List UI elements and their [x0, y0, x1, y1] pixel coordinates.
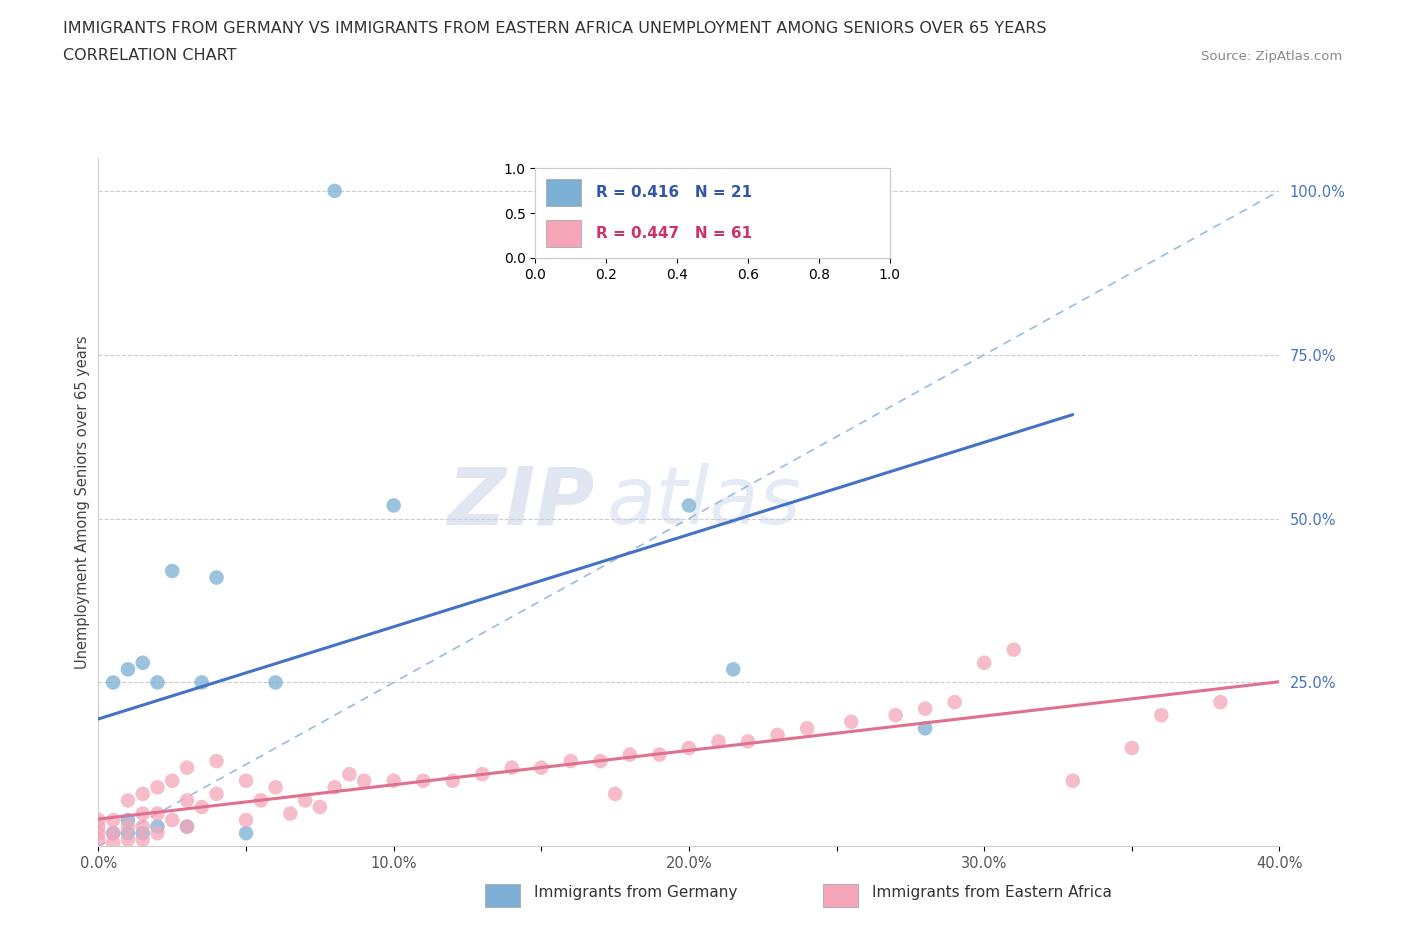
Point — [87, 819, 110, 834]
Point — [678, 740, 700, 755]
Text: Source: ZipAtlas.com: Source: ZipAtlas.com — [1202, 50, 1343, 63]
Bar — [546, 179, 582, 206]
Text: IMMIGRANTS FROM GERMANY VS IMMIGRANTS FROM EASTERN AFRICA UNEMPLOYMENT AMONG SEN: IMMIGRANTS FROM GERMANY VS IMMIGRANTS FR… — [63, 20, 1047, 35]
Point — [264, 675, 287, 690]
Point — [353, 774, 375, 789]
Text: atlas: atlas — [606, 463, 801, 541]
Point — [382, 498, 405, 513]
Point — [943, 695, 966, 710]
Point — [235, 774, 257, 789]
Point — [103, 675, 125, 690]
Text: Immigrants from Germany: Immigrants from Germany — [534, 885, 738, 900]
Point — [323, 780, 346, 795]
Point — [176, 793, 198, 808]
Point — [205, 753, 228, 768]
Point — [103, 826, 125, 841]
Point — [132, 832, 155, 847]
Text: R = 0.447   N = 61: R = 0.447 N = 61 — [596, 226, 752, 241]
Point — [162, 564, 183, 578]
Point — [707, 734, 730, 749]
Point — [146, 819, 169, 834]
Text: R = 0.416   N = 21: R = 0.416 N = 21 — [596, 185, 752, 200]
Text: Immigrants from Eastern Africa: Immigrants from Eastern Africa — [872, 885, 1112, 900]
Point — [501, 760, 523, 775]
Point — [103, 835, 125, 850]
Point — [914, 721, 936, 736]
Point — [132, 819, 155, 834]
Point — [841, 714, 863, 729]
Point — [176, 760, 198, 775]
Point — [250, 793, 273, 808]
Point — [132, 826, 155, 841]
Point — [264, 780, 287, 795]
Point — [884, 708, 907, 723]
Point — [737, 734, 759, 749]
Point — [294, 793, 316, 808]
Point — [382, 774, 405, 789]
Y-axis label: Unemployment Among Seniors over 65 years: Unemployment Among Seniors over 65 years — [75, 336, 90, 669]
Point — [117, 793, 139, 808]
Bar — [546, 220, 582, 247]
Point — [619, 747, 641, 762]
Point — [605, 183, 627, 198]
Point — [1002, 643, 1025, 658]
Point — [339, 766, 360, 781]
Point — [146, 780, 169, 795]
Point — [176, 819, 198, 834]
Point — [146, 806, 169, 821]
Point — [278, 806, 302, 821]
Point — [117, 813, 139, 828]
Point — [235, 813, 257, 828]
Point — [796, 721, 818, 736]
Point — [560, 753, 582, 768]
Point — [1121, 740, 1143, 755]
Point — [412, 774, 434, 789]
Point — [176, 819, 198, 834]
Point — [766, 727, 789, 742]
Point — [117, 832, 139, 847]
Point — [146, 826, 169, 841]
Point — [117, 662, 139, 677]
Point — [87, 826, 110, 841]
Point — [132, 787, 155, 802]
Point — [235, 826, 257, 841]
Point — [87, 832, 110, 847]
Point — [132, 806, 155, 821]
Text: ZIP: ZIP — [447, 463, 595, 541]
Text: CORRELATION CHART: CORRELATION CHART — [63, 48, 236, 63]
Point — [132, 656, 155, 671]
Point — [103, 826, 125, 841]
Point — [605, 787, 627, 802]
Point — [1062, 774, 1084, 789]
Point — [973, 656, 995, 671]
Point — [162, 774, 183, 789]
Point — [723, 662, 745, 677]
Point — [530, 760, 553, 775]
Point — [162, 813, 183, 828]
Point — [117, 819, 139, 834]
Point — [191, 800, 214, 815]
Point — [117, 826, 139, 841]
Point — [323, 183, 346, 198]
Point — [648, 747, 671, 762]
Point — [914, 701, 936, 716]
Point — [471, 766, 494, 781]
Point — [678, 498, 700, 513]
Point — [87, 813, 110, 828]
Point — [205, 570, 228, 585]
Point — [205, 787, 228, 802]
Point — [146, 675, 169, 690]
Point — [589, 753, 612, 768]
Point — [103, 813, 125, 828]
Point — [1209, 695, 1232, 710]
Point — [191, 675, 214, 690]
Point — [309, 800, 332, 815]
Point — [1150, 708, 1173, 723]
Point — [441, 774, 464, 789]
